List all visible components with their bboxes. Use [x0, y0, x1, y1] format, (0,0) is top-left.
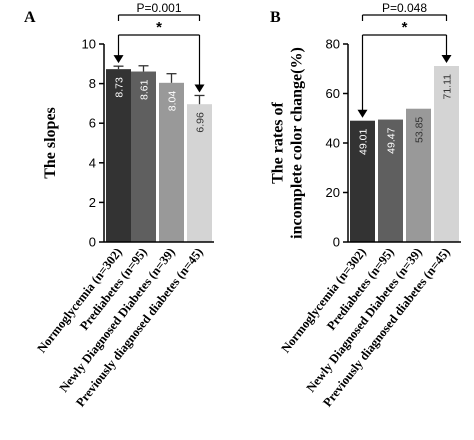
panel-b-y-axis-title: incomplete color change(%) [289, 47, 306, 239]
panel-b-arrow-head [357, 109, 368, 118]
panel-b-bar [434, 66, 459, 242]
panel-b-y-tick-label: 40 [326, 136, 340, 151]
panel-a-y-axis-title: The slopes [42, 107, 59, 179]
panel-a-y-tick-label: 2 [89, 195, 96, 210]
panel-a-category-label: Newly Diagnosed Diabetes (n=39) [57, 245, 178, 395]
panel-a-significance-star: * [156, 19, 162, 36]
panel-b-p-value: P=0.048 [382, 1, 427, 15]
panel-a-value-label: 8.61 [139, 79, 151, 100]
panel-b-bar [350, 120, 375, 242]
panel-a-value-label: 8.04 [167, 91, 179, 112]
panel-b-y-tick-label: 0 [333, 235, 340, 250]
panel-a-arrow-head [113, 55, 124, 64]
panel-b-value-label: 49.01 [358, 129, 370, 155]
panel-b-bar [406, 108, 431, 242]
panel-a-y-tick-label: 0 [89, 235, 96, 250]
panel-b-bar [378, 119, 403, 242]
panel-a-bar [106, 69, 131, 242]
panel-a-y-tick-label: 4 [89, 155, 96, 170]
panel-b-y-tick-label: 20 [326, 185, 340, 200]
panel-b-arrow-head [441, 55, 452, 64]
panel-a-label: A [24, 9, 36, 26]
panel-a-y-tick-label: 6 [89, 116, 96, 131]
panel-b-label: B [270, 9, 281, 26]
panel-a-arrow-head [194, 84, 205, 93]
panel-b-value-label: 71.11 [442, 74, 454, 100]
panel-a-y-tick-label: 10 [82, 37, 96, 52]
panel-a-p-value: P=0.001 [136, 1, 181, 15]
panel-a-value-label: 8.73 [113, 77, 125, 98]
panel-b-category-label: Newly Diagnosed Diabetes (n=39) [304, 245, 425, 395]
panel-b-y-tick-label: 60 [326, 86, 340, 101]
panel-b-value-label: 49.47 [386, 127, 398, 153]
panel-a-bar [187, 104, 212, 242]
panel-a-bar [131, 71, 156, 242]
panel-b-value-label: 53.85 [414, 117, 426, 143]
panel-b-significance-star: * [402, 19, 408, 36]
panel-b-y-axis-title: The rates of [270, 101, 287, 183]
panel-a-value-label: 6.96 [195, 112, 207, 133]
panel-b-y-tick-label: 80 [326, 37, 340, 52]
panel-a-y-tick-label: 8 [89, 76, 96, 91]
panel-a-category-label: Previously diagnosed diabetes (n=45) [73, 245, 206, 409]
panel-a-bar [159, 82, 184, 242]
